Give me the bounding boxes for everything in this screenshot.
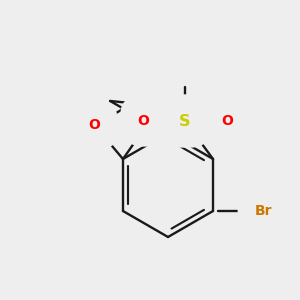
Text: O: O <box>89 118 100 132</box>
Text: S: S <box>179 113 191 128</box>
Text: O: O <box>221 114 233 128</box>
Text: Br: Br <box>254 204 272 218</box>
Text: O: O <box>142 116 154 130</box>
Text: O: O <box>137 114 149 128</box>
